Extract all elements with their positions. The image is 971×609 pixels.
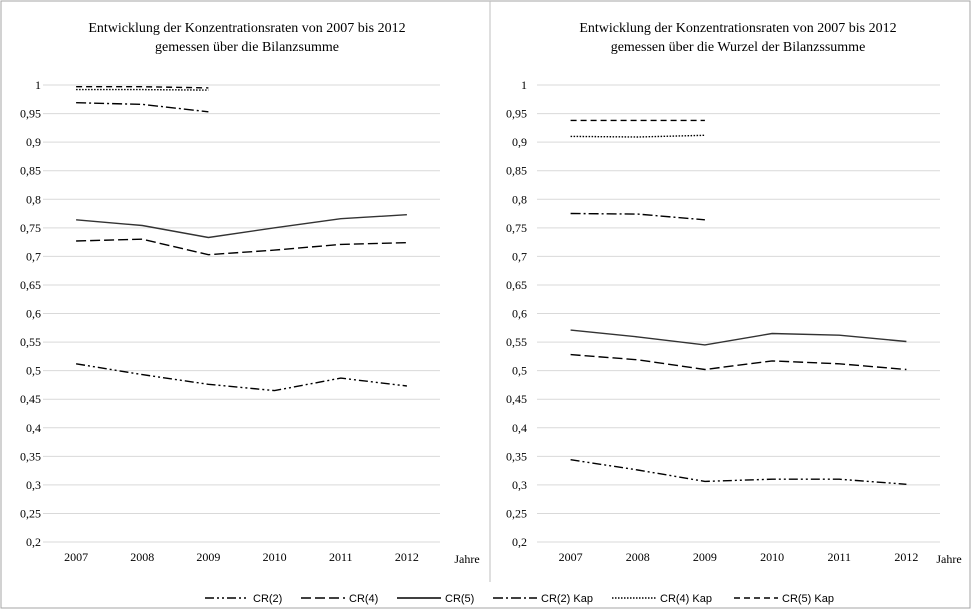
series-line-cr-5: [76, 214, 407, 239]
series-line-cr-5-kap: [76, 85, 209, 89]
series-line-cr-2-kap: [570, 212, 705, 221]
legend-label: CR(4): [349, 593, 378, 605]
chart-title-line: Entwicklung der Konzentrationsraten von …: [88, 21, 405, 36]
x-tick-label: 2010: [263, 550, 287, 564]
y-tick-label: 0,95: [20, 107, 41, 121]
y-tick-label: 0,6: [512, 307, 527, 321]
legend-label: CR(2) Kap: [541, 593, 593, 605]
y-tick-label: 0,85: [506, 164, 527, 178]
x-unit-label: Jahre: [936, 552, 961, 566]
x-tick-label: 2009: [693, 550, 717, 564]
y-tick-label: 0,25: [506, 506, 527, 520]
y-tick-label: 0,2: [512, 535, 527, 549]
series-line-cr-2-kap: [76, 102, 209, 113]
x-tick-label: 2011: [827, 550, 851, 564]
y-tick-label: 1: [521, 78, 527, 92]
series-line-cr-2: [570, 459, 907, 485]
x-tick-label: 2007: [559, 550, 583, 564]
x-unit-label: Jahre: [454, 552, 479, 566]
chart-left: Entwicklung der Konzentrationsraten von …: [20, 21, 480, 566]
series-line-cr-4-kap: [76, 88, 209, 91]
x-tick-label: 2012: [894, 550, 918, 564]
chart-title-line: gemessen über die Bilanzsumme: [155, 40, 339, 55]
y-tick-label: 0,35: [20, 449, 41, 463]
x-tick-label: 2007: [64, 550, 88, 564]
y-tick-label: 0,45: [20, 392, 41, 406]
legend-label: CR(5): [445, 593, 474, 605]
y-tick-label: 0,75: [506, 221, 527, 235]
y-tick-label: 0,7: [26, 249, 41, 263]
y-tick-label: 0,4: [26, 421, 41, 435]
y-tick-label: 1: [35, 78, 41, 92]
y-tick-label: 0,7: [512, 249, 527, 263]
y-tick-label: 0,5: [26, 364, 41, 378]
series-line-cr-4-kap: [570, 134, 705, 138]
y-tick-label: 0,55: [20, 335, 41, 349]
y-tick-label: 0,75: [20, 221, 41, 235]
chart-title-line: Entwicklung der Konzentrationsraten von …: [579, 21, 896, 36]
series-line-cr-2: [75, 363, 407, 392]
series-line-cr-5: [570, 329, 907, 346]
y-tick-label: 0,85: [20, 164, 41, 178]
x-tick-label: 2012: [395, 550, 419, 564]
y-tick-label: 0,3: [26, 478, 41, 492]
x-tick-label: 2008: [626, 550, 650, 564]
y-tick-label: 0,6: [26, 307, 41, 321]
chart-title-line: gemessen über die Wurzel der Bilanzssumm…: [611, 40, 866, 55]
y-tick-label: 0,25: [20, 506, 41, 520]
y-tick-label: 0,4: [512, 421, 527, 435]
x-tick-label: 2011: [329, 550, 353, 564]
legend-label: CR(5) Kap: [782, 593, 834, 605]
y-tick-label: 0,55: [506, 335, 527, 349]
x-tick-label: 2010: [760, 550, 784, 564]
y-tick-label: 0,95: [506, 107, 527, 121]
y-tick-label: 0,65: [506, 278, 527, 292]
y-tick-label: 0,35: [506, 449, 527, 463]
y-tick-label: 0,65: [20, 278, 41, 292]
y-tick-label: 0,9: [512, 135, 527, 149]
chart-right: Entwicklung der Konzentrationsraten von …: [506, 21, 962, 566]
y-tick-label: 0,9: [26, 135, 41, 149]
x-tick-label: 2009: [196, 550, 220, 564]
x-tick-label: 2008: [130, 550, 154, 564]
y-tick-label: 0,8: [26, 192, 41, 206]
y-tick-label: 0,8: [512, 192, 527, 206]
y-tick-label: 0,5: [512, 364, 527, 378]
series-line-cr-4: [570, 353, 907, 371]
y-tick-label: 0,45: [506, 392, 527, 406]
legend: CR(2) CR(4) CR(5) CR(2) Kap CR(4) Kap CR(5) K…: [205, 593, 834, 605]
legend-label: CR(2): [253, 593, 282, 605]
y-tick-label: 0,2: [26, 535, 41, 549]
legend-label: CR(4) Kap: [660, 593, 712, 605]
y-tick-label: 0,3: [512, 478, 527, 492]
